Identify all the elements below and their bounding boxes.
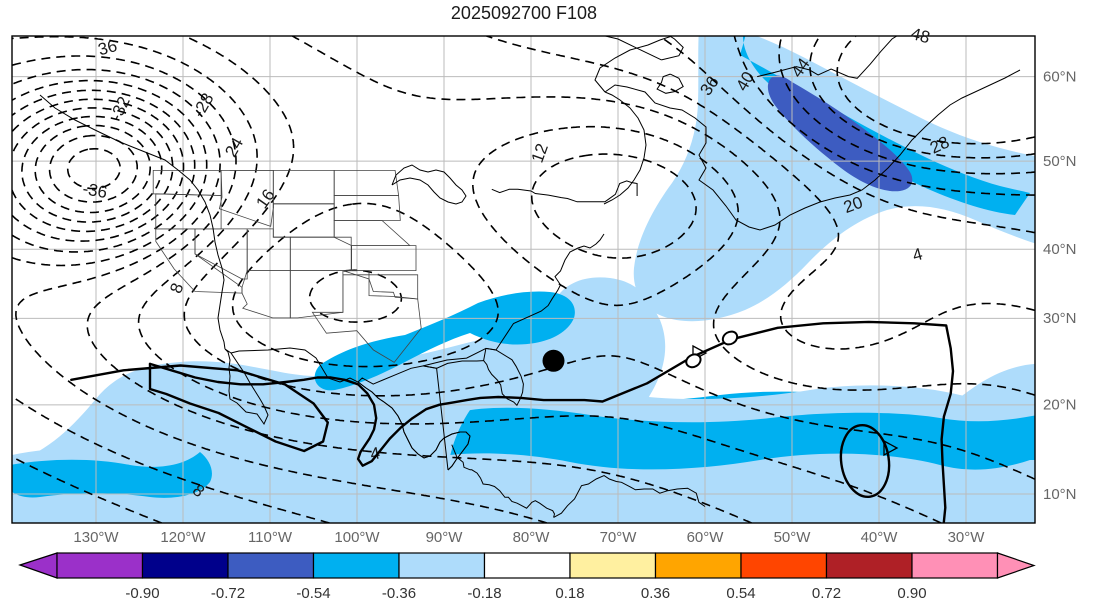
svg-text:50°W: 50°W — [774, 529, 812, 546]
svg-text:-0.90: -0.90 — [125, 585, 159, 602]
svg-text:0.36: 0.36 — [641, 585, 670, 602]
svg-text:30°W: 30°W — [948, 529, 986, 546]
svg-text:110°W: 110°W — [248, 529, 293, 546]
svg-text:20°N: 20°N — [1043, 397, 1077, 414]
svg-text:40°W: 40°W — [861, 529, 899, 546]
svg-text:90°W: 90°W — [426, 529, 464, 546]
svg-text:0.90: 0.90 — [897, 585, 926, 602]
svg-text:120°W: 120°W — [160, 529, 206, 546]
svg-text:70°W: 70°W — [600, 529, 638, 546]
svg-text:-0.72: -0.72 — [211, 585, 245, 602]
svg-text:50°N: 50°N — [1043, 153, 1077, 170]
svg-text:60°N: 60°N — [1043, 69, 1077, 86]
svg-text:0.18: 0.18 — [555, 585, 584, 602]
svg-text:130°W: 130°W — [73, 529, 119, 546]
svg-text:0.72: 0.72 — [812, 585, 841, 602]
svg-text:0.54: 0.54 — [726, 585, 755, 602]
svg-text:40°N: 40°N — [1043, 241, 1077, 258]
svg-text:-0.18: -0.18 — [467, 585, 501, 602]
svg-text:100°W: 100°W — [334, 529, 380, 546]
svg-text:-0.36: -0.36 — [382, 585, 416, 602]
svg-text:30°N: 30°N — [1043, 310, 1077, 327]
svg-text:10°N: 10°N — [1043, 486, 1077, 503]
svg-text:-0.54: -0.54 — [296, 585, 330, 602]
svg-text:2025092700 F108: 2025092700 F108 — [451, 3, 597, 23]
svg-text:60°W: 60°W — [687, 529, 725, 546]
svg-text:80°W: 80°W — [513, 529, 551, 546]
